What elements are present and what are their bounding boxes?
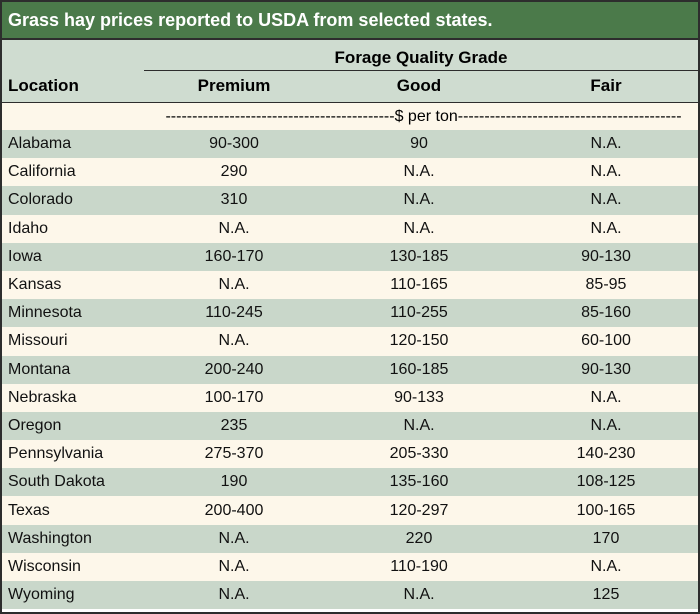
good-cell: 220 — [405, 529, 433, 547]
location-cell: Nebraska — [8, 388, 77, 406]
fair-cell: 125 — [592, 586, 620, 604]
premium-cell: 100-170 — [204, 388, 264, 406]
location-cell: Montana — [8, 360, 71, 378]
table-row: Oregon 235 N.A. N.A. — [2, 411, 698, 441]
location-cell: South Dakota — [8, 473, 105, 491]
table-row: Alabama 90-300 90 N.A. — [2, 130, 698, 159]
premium-cell: N.A. — [218, 586, 250, 604]
good-cell: N.A. — [403, 163, 435, 181]
good-cell: N.A. — [403, 219, 435, 237]
table-row: Washington N.A. 220 170 — [2, 524, 698, 553]
table-row: Nebraska 100-170 90-133 N.A. — [2, 383, 698, 412]
premium-cell: N.A. — [218, 276, 250, 294]
table-row: Minnesota 110-245 110-255 85-160 — [2, 299, 698, 328]
fair-cell: 85-160 — [581, 304, 631, 322]
location-cell: Texas — [8, 501, 50, 519]
good-cell: 135-160 — [389, 473, 449, 491]
fair-cell: 100-165 — [576, 501, 636, 519]
fair-cell: N.A. — [590, 135, 622, 153]
premium-cell: N.A. — [218, 332, 250, 350]
fair-cell: N.A. — [590, 416, 622, 434]
good-cell: 120-150 — [389, 332, 449, 350]
location-cell: Missouri — [8, 332, 68, 350]
fair-cell: 90-130 — [581, 247, 631, 265]
premium-cell: 275-370 — [204, 445, 264, 463]
table-row: Iowa 160-170 130-185 90-130 — [2, 242, 698, 271]
location-cell: Alabama — [8, 135, 72, 153]
good-cell: N.A. — [403, 586, 435, 604]
table-row: Kansas N.A. 110-165 85-95 — [2, 270, 698, 300]
fair-cell: N.A. — [590, 163, 622, 181]
forage-quality-grade-header: Forage Quality Grade — [144, 46, 698, 71]
premium-cell: N.A. — [218, 529, 250, 547]
table-row: Pennsylvania 275-370 205-330 140-230 — [2, 440, 698, 469]
premium-cell: N.A. — [218, 557, 250, 575]
location-cell: Minnesota — [8, 304, 82, 322]
table-row: Missouri N.A. 120-150 60-100 — [2, 327, 698, 356]
good-cell: 110-255 — [390, 304, 448, 322]
fair-cell: 90-130 — [581, 360, 631, 378]
table-row: Colorado 310 N.A. N.A. — [2, 186, 698, 215]
table-row: Wyoming N.A. N.A. 125 — [2, 581, 698, 610]
table-row: California 290 N.A. N.A. — [2, 158, 698, 187]
location-cell: Colorado — [8, 191, 73, 209]
fair-cell: N.A. — [590, 557, 622, 575]
premium-cell: 235 — [220, 416, 248, 434]
good-cell: 205-330 — [389, 445, 449, 463]
good-cell: 130-185 — [389, 247, 449, 265]
location-cell: Washington — [8, 529, 92, 547]
table-row: Texas 200-400 120-297 100-165 — [2, 496, 698, 525]
table-row: Wisconsin N.A. 110-190 N.A. — [2, 552, 698, 581]
fair-cell: N.A. — [590, 388, 622, 406]
location-cell: Kansas — [8, 276, 62, 294]
location-cell: California — [8, 163, 76, 181]
location-cell: Idaho — [8, 219, 49, 237]
table-body: Alabama 90-300 90 N.A. California 290 N.A. N.A.… — [2, 130, 698, 610]
location-cell: Pennsylvania — [8, 445, 104, 463]
premium-cell: N.A. — [218, 219, 250, 237]
table-row: Montana 200-240 160-185 90-130 — [2, 355, 698, 384]
table-header: Forage Quality Grade Location Premium Go… — [2, 40, 698, 102]
table-title: Grass hay prices reported to USDA from s… — [2, 2, 698, 40]
premium-cell: 190 — [220, 473, 248, 491]
units-label: ----------------------------------------… — [165, 108, 682, 125]
fair-cell: 140-230 — [576, 445, 636, 463]
location-cell: Iowa — [8, 247, 42, 265]
good-cell: 120-297 — [389, 501, 449, 519]
good-cell: 110-165 — [390, 276, 448, 294]
premium-cell: 90-300 — [209, 135, 259, 153]
good-cell: 90-133 — [394, 388, 444, 406]
premium-cell: 310 — [220, 191, 248, 209]
location-cell: Wyoming — [8, 586, 75, 604]
premium-column-header: Premium — [197, 76, 271, 95]
location-column-header: Location — [8, 76, 79, 95]
good-cell: N.A. — [403, 416, 435, 434]
units-row: ----------------------------------------… — [2, 102, 698, 130]
premium-cell: 200-240 — [204, 360, 264, 378]
premium-cell: 200-400 — [204, 501, 264, 519]
fair-cell: N.A. — [590, 219, 622, 237]
premium-cell: 110-245 — [205, 304, 263, 322]
premium-cell: 160-170 — [204, 247, 264, 265]
table-row: Idaho N.A. N.A. N.A. — [2, 214, 698, 243]
premium-cell: 290 — [220, 163, 248, 181]
good-cell: 90 — [410, 135, 428, 153]
good-cell: 110-190 — [390, 557, 448, 575]
fair-column-header: Fair — [590, 76, 622, 95]
fair-cell: 170 — [592, 529, 620, 547]
location-cell: Wisconsin — [8, 557, 81, 575]
fair-cell: 108-125 — [576, 473, 636, 491]
good-column-header: Good — [396, 76, 442, 95]
fair-cell: 60-100 — [581, 332, 631, 350]
table-row: South Dakota 190 135-160 108-125 — [2, 468, 698, 497]
fair-cell: 85-95 — [585, 276, 627, 294]
location-cell: Oregon — [8, 416, 62, 434]
fair-cell: N.A. — [590, 191, 622, 209]
good-cell: N.A. — [403, 191, 435, 209]
good-cell: 160-185 — [389, 360, 449, 378]
